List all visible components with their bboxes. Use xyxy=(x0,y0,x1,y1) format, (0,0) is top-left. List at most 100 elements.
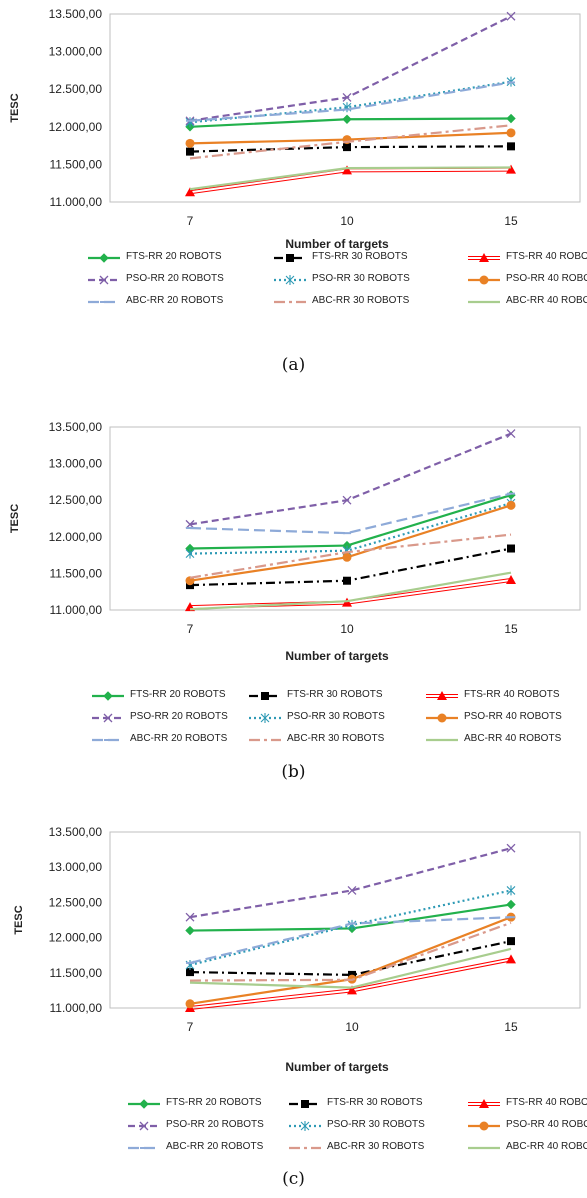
data-point xyxy=(506,954,516,964)
series-abc-rr-40-robots xyxy=(189,166,512,191)
y-axis-title: TESC xyxy=(9,504,21,533)
chart-panel-b: 11.000,00 11.500,00 12.000,00 12.500,00 13.0… xyxy=(0,400,587,805)
data-point xyxy=(507,544,515,553)
legend-swatch xyxy=(128,1146,160,1150)
legend-marker xyxy=(285,275,295,285)
legend-label: PSO-RR 20 ROBOTS xyxy=(126,273,224,284)
legend-label: ABC-RR 40 ROBOTS xyxy=(506,1141,587,1152)
x-axis-title: Number of targets xyxy=(285,237,389,251)
legend-label: FTS-RR 40 ROBOTS xyxy=(506,251,587,262)
chart-c-plot: 11.000,00 11.500,00 12.000,00 12.500,00 13.0… xyxy=(13,825,581,1074)
legend-marker xyxy=(300,1121,310,1131)
legend-swatch xyxy=(274,300,306,304)
series-fts-rr-20-robots xyxy=(185,899,516,936)
series-fts-rr-20-robots xyxy=(185,490,516,554)
series-line xyxy=(189,502,512,555)
legend-marker xyxy=(479,1099,489,1108)
x-tick-label: 10 xyxy=(345,1020,359,1034)
legend-label: ABC-RR 30 ROBOTS xyxy=(287,733,385,744)
legend-label: FTS-RR 40 ROBOTS xyxy=(464,689,560,700)
caption-a: (a) xyxy=(281,355,306,375)
y-tick-label: 12.500,00 xyxy=(49,895,103,909)
legend-marker xyxy=(139,1099,149,1109)
legend-swatch xyxy=(468,1146,500,1150)
y-tick-label: 12.500,00 xyxy=(49,493,103,507)
data-point xyxy=(347,919,357,930)
legend-label: PSO-RR 30 ROBOTS xyxy=(327,1119,425,1130)
legend-label: ABC-RR 20 ROBOTS xyxy=(130,733,228,744)
series-line xyxy=(189,124,512,160)
legend-swatch xyxy=(468,275,500,285)
legend-label: ABC-RR 40 ROBOTS xyxy=(464,733,562,744)
y-tick-label: 12.000,00 xyxy=(49,931,103,945)
series-fts-rr-20-robots xyxy=(185,113,516,132)
data-point xyxy=(506,429,516,439)
legend-marker xyxy=(479,275,489,285)
data-point xyxy=(347,885,357,895)
data-point xyxy=(506,113,516,124)
y-tick-label: 11.500,00 xyxy=(50,566,103,580)
legend-swatch xyxy=(426,713,458,723)
series-line xyxy=(189,921,512,982)
x-axis-title: Number of targets xyxy=(285,649,389,663)
legend-label: ABC-RR 30 ROBOTS xyxy=(327,1141,425,1152)
data-point xyxy=(342,93,352,102)
x-tick-label: 7 xyxy=(187,622,194,636)
series-line xyxy=(189,15,512,122)
legend-swatch xyxy=(426,691,458,700)
plot-area xyxy=(109,426,581,611)
legend-label: PSO-RR 30 ROBOTS xyxy=(312,273,410,284)
legend-marker xyxy=(437,713,447,723)
legend-label: ABC-RR 20 ROBOTS xyxy=(166,1141,264,1152)
y-tick-label: 13.500,00 xyxy=(49,825,103,839)
y-tick-label: 12.500,00 xyxy=(49,82,103,96)
legend-marker xyxy=(437,691,447,700)
series-pso-rr-30-robots xyxy=(185,498,516,559)
series-fts-rr-40-robots xyxy=(185,164,516,197)
series-abc-rr-20-robots xyxy=(186,492,515,535)
legend-swatch xyxy=(249,692,281,700)
y-tick-label: 11.500,00 xyxy=(50,157,103,171)
data-point xyxy=(342,552,352,562)
x-tick-label: 15 xyxy=(504,1020,518,1034)
chart-panel-c: 11.000,00 11.500,00 12.000,00 12.500,00 13.0… xyxy=(0,815,587,1198)
x-tick-label: 10 xyxy=(340,214,354,228)
series-abc-rr-30-robots xyxy=(189,921,512,982)
legend-marker xyxy=(479,253,489,262)
series-pso-rr-20-robots xyxy=(185,429,516,529)
y-tick-label: 13.000,00 xyxy=(49,860,103,874)
y-tick-label: 13.500,00 xyxy=(49,420,103,434)
legend-swatch xyxy=(289,1146,321,1150)
legend-marker xyxy=(99,275,109,285)
data-point xyxy=(506,11,516,21)
plot-area xyxy=(109,13,581,203)
legend-marker xyxy=(103,713,113,723)
legend-marker xyxy=(286,254,294,262)
series-line xyxy=(189,947,512,989)
legend-swatch xyxy=(128,1121,160,1131)
legend-label: PSO-RR 40 ROBOTS xyxy=(506,273,587,284)
legend-swatch xyxy=(92,713,124,723)
y-tick-label: 12.000,00 xyxy=(49,120,103,134)
legend-label: PSO-RR 20 ROBOTS xyxy=(166,1119,264,1130)
legend-swatch xyxy=(426,738,458,742)
series-abc-rr-30-robots xyxy=(189,533,512,579)
caption-b: (b) xyxy=(281,762,306,782)
data-point xyxy=(185,187,195,197)
series-abc-rr-20-robots xyxy=(186,81,515,122)
chart-panel-a: 11.000,00 11.500,00 12.000,00 12.500,00 13.0… xyxy=(0,0,587,385)
series-line xyxy=(189,492,512,535)
legend-label: PSO-RR 40 ROBOTS xyxy=(464,711,562,722)
legend-marker xyxy=(139,1121,149,1131)
data-point xyxy=(506,574,516,584)
legend-swatch xyxy=(249,738,281,742)
series-abc-rr-20-robots xyxy=(186,916,515,965)
y-tick-label: 12.000,00 xyxy=(49,530,103,544)
legend-label: FTS-RR 40 ROBOTS xyxy=(506,1097,587,1108)
x-tick-label: 15 xyxy=(504,214,518,228)
legend-marker xyxy=(301,1100,309,1108)
series-fts-rr-40-robots xyxy=(185,954,516,1012)
chart-a-plot: 11.000,00 11.500,00 12.000,00 12.500,00 13.0… xyxy=(9,7,581,251)
data-point xyxy=(507,142,515,151)
legend-label: ABC-RR 40 ROBOTS xyxy=(506,295,587,306)
